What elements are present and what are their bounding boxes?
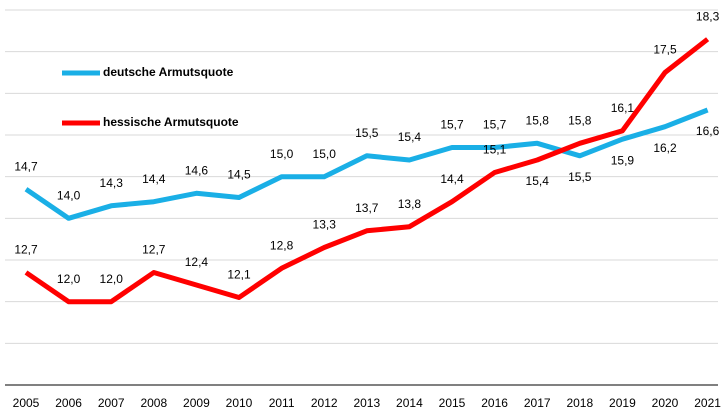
x-tick-label: 2011 [269, 396, 295, 410]
data-label: 15,7 [483, 118, 507, 132]
legend-label: deutsche Armutsquote [103, 65, 234, 79]
x-tick-label: 2006 [55, 396, 82, 410]
x-tick-label: 2016 [481, 396, 508, 410]
series-line [24, 37, 710, 305]
data-label: 12,1 [227, 268, 251, 282]
data-label: 15,8 [526, 114, 550, 128]
data-label: 12,7 [14, 243, 38, 257]
data-label: 16,1 [611, 101, 635, 115]
data-label: 18,3 [696, 9, 720, 23]
data-label: 14,5 [227, 168, 251, 182]
data-label: 13,8 [398, 197, 422, 211]
data-label: 15,8 [568, 114, 592, 128]
x-tick-label: 2018 [566, 396, 593, 410]
x-tick-label: 2009 [183, 396, 210, 410]
x-tick-label: 2013 [353, 396, 380, 410]
data-label: 17,5 [653, 43, 677, 57]
data-label: 14,7 [14, 159, 38, 173]
data-label: 12,8 [270, 239, 294, 253]
data-label: 16,6 [696, 124, 720, 138]
data-label: 15,0 [313, 147, 337, 161]
x-tick-label: 2008 [140, 396, 167, 410]
x-tick-label: 2019 [609, 396, 636, 410]
x-tick-label: 2005 [13, 396, 40, 410]
data-label: 15,9 [611, 153, 635, 167]
data-label: 15,4 [526, 174, 550, 188]
data-label: 12,0 [57, 272, 81, 286]
x-tick-label: 2021 [694, 396, 721, 410]
data-label: 13,7 [355, 201, 379, 215]
data-label: 15,5 [568, 170, 592, 184]
data-label: 13,3 [313, 218, 337, 232]
data-label: 14,4 [142, 172, 166, 186]
x-tick-label: 2010 [226, 396, 253, 410]
data-label: 14,6 [185, 164, 209, 178]
legend-label: hessische Armutsquote [103, 115, 239, 129]
data-label: 12,7 [142, 243, 166, 257]
data-label: 15,4 [398, 130, 422, 144]
data-label: 15,5 [355, 126, 379, 140]
data-label: 14,0 [57, 189, 81, 203]
data-label: 14,3 [100, 176, 124, 190]
data-label: 15,1 [483, 143, 507, 157]
series-line [24, 107, 709, 221]
data-label: 14,4 [440, 172, 464, 186]
x-tick-label: 2012 [311, 396, 338, 410]
x-tick-label: 2020 [652, 396, 679, 410]
x-tick-label: 2007 [98, 396, 125, 410]
x-tick-label: 2015 [439, 396, 466, 410]
data-label: 15,0 [270, 147, 294, 161]
data-label: 12,4 [185, 255, 209, 269]
data-label: 12,0 [100, 272, 124, 286]
data-label: 15,7 [440, 118, 464, 132]
x-tick-label: 2017 [524, 396, 551, 410]
data-label: 16,2 [653, 141, 677, 155]
x-tick-label: 2014 [396, 396, 423, 410]
